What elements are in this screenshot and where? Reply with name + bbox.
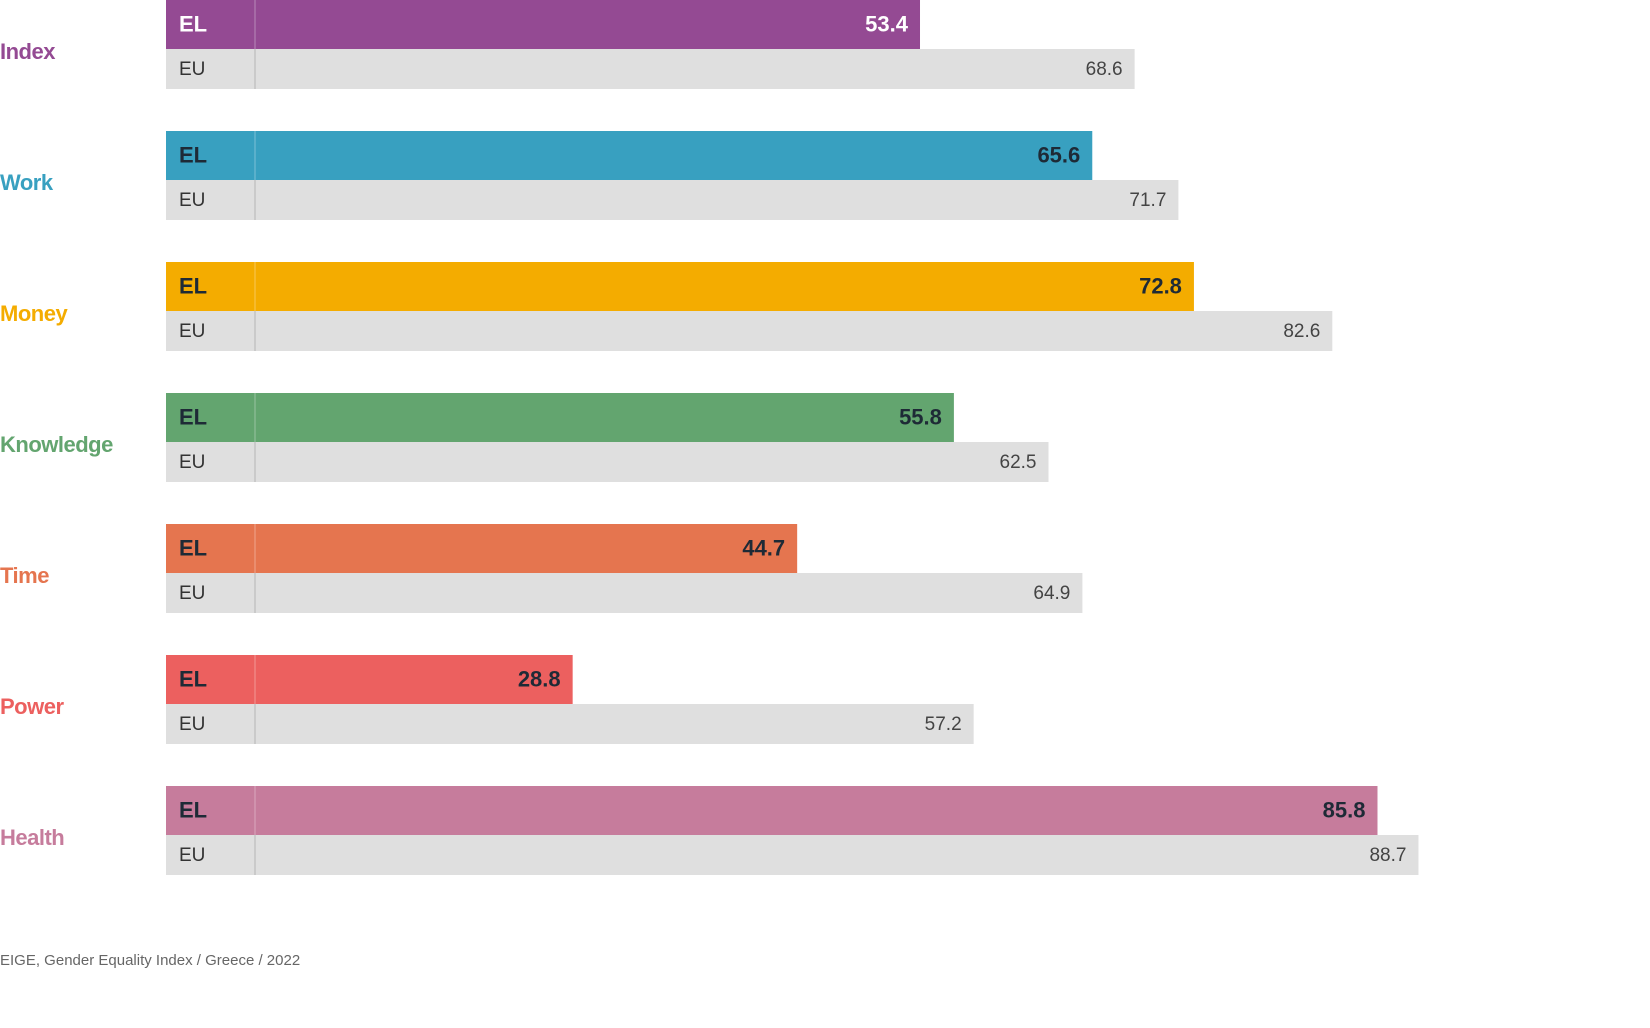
category-label-money: Money — [0, 301, 68, 326]
bar-el-tag-index: EL — [179, 11, 207, 36]
bar-eu-power — [166, 704, 974, 744]
bar-el-value-knowledge: 55.8 — [899, 404, 942, 429]
bar-el-index — [166, 0, 921, 49]
category-group-knowledge: Knowledge EL 55.8 EU 62.5 — [0, 393, 1049, 482]
bar-el-value-power: 28.8 — [518, 666, 561, 691]
bar-eu-tag-index: EU — [179, 59, 205, 80]
bar-el-health — [166, 786, 1378, 835]
bar-eu-value-money: 82.6 — [1283, 321, 1320, 342]
bar-el-value-index: 53.4 — [865, 11, 909, 36]
bar-el-tag-health: EL — [179, 797, 207, 822]
bar-eu-knowledge — [166, 442, 1049, 482]
category-group-health: Health EL 85.8 EU 88.7 — [0, 786, 1419, 875]
bar-eu-index — [166, 49, 1135, 89]
category-group-index: Index EL 53.4 EU 68.6 — [0, 0, 1135, 89]
bar-el-tag-time: EL — [179, 535, 207, 560]
bar-el-money — [166, 262, 1194, 311]
bar-el-work — [166, 131, 1093, 180]
bar-el-value-money: 72.8 — [1139, 273, 1182, 298]
bar-eu-money — [166, 311, 1333, 351]
category-group-power: Power EL 28.8 EU 57.2 — [0, 655, 974, 744]
source-note: EIGE, Gender Equality Index / Greece / 2… — [0, 952, 301, 969]
category-group-work: Work EL 65.6 EU 71.7 — [0, 131, 1179, 220]
bar-el-tag-work: EL — [179, 142, 207, 167]
category-group-money: Money EL 72.8 EU 82.6 — [0, 262, 1333, 351]
bar-eu-tag-power: EU — [179, 714, 205, 735]
bar-el-value-work: 65.6 — [1037, 142, 1080, 167]
bar-eu-health — [166, 835, 1419, 875]
bar-eu-value-time: 64.9 — [1033, 583, 1070, 604]
bar-el-value-time: 44.7 — [742, 535, 785, 560]
bar-eu-tag-health: EU — [179, 845, 205, 866]
bar-el-power — [166, 655, 573, 704]
bar-eu-work — [166, 180, 1179, 220]
category-label-health: Health — [0, 825, 64, 850]
bar-el-time — [166, 524, 798, 573]
category-label-index: Index — [0, 39, 56, 64]
category-label-time: Time — [0, 563, 49, 588]
category-label-work: Work — [0, 170, 54, 195]
bar-eu-tag-time: EU — [179, 583, 205, 604]
bar-el-tag-money: EL — [179, 273, 207, 298]
bar-eu-tag-money: EU — [179, 321, 205, 342]
bar-el-tag-power: EL — [179, 666, 207, 691]
category-label-knowledge: Knowledge — [0, 432, 113, 457]
category-group-time: Time EL 44.7 EU 64.9 — [0, 524, 1083, 613]
bar-eu-value-index: 68.6 — [1086, 59, 1123, 80]
gender-equality-bar-chart: Index EL 53.4 EU 68.6 Work EL 65.6 EU 71.7 Money EL… — [0, 0, 1419, 875]
bar-eu-value-power: 57.2 — [925, 714, 962, 735]
bar-eu-value-work: 71.7 — [1129, 190, 1166, 211]
bar-eu-tag-knowledge: EU — [179, 452, 205, 473]
category-label-power: Power — [0, 694, 64, 719]
bar-eu-time — [166, 573, 1083, 613]
bar-eu-tag-work: EU — [179, 190, 205, 211]
bar-el-value-health: 85.8 — [1323, 797, 1366, 822]
bar-eu-value-knowledge: 62.5 — [1000, 452, 1037, 473]
bar-eu-value-health: 88.7 — [1369, 845, 1406, 866]
bar-el-tag-knowledge: EL — [179, 404, 207, 429]
bar-el-knowledge — [166, 393, 954, 442]
